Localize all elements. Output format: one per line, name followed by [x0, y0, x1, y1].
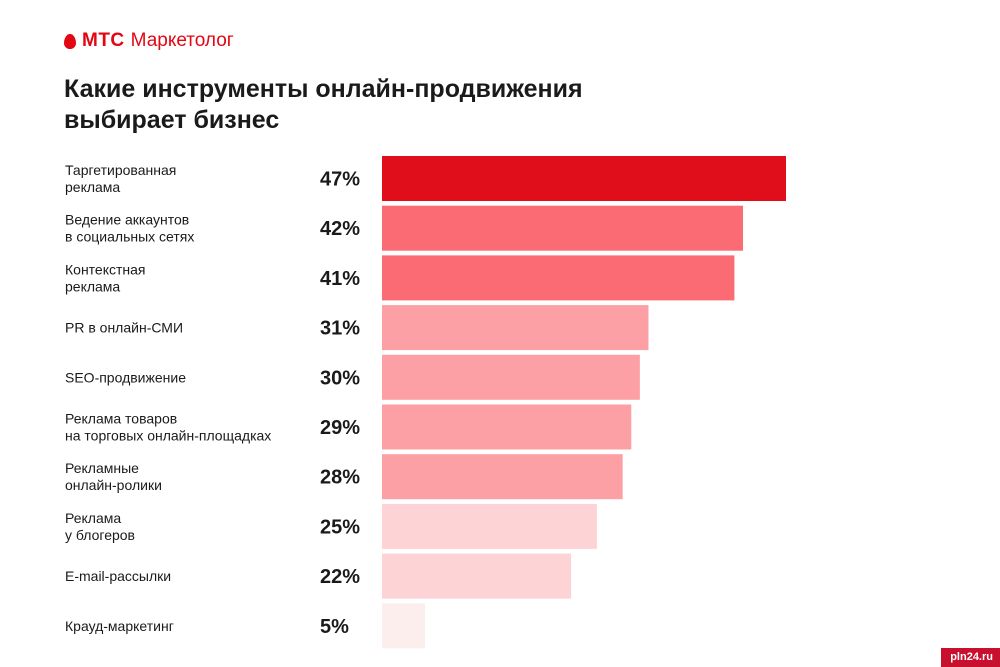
page-title: Какие инструменты онлайн-продвижения выб… — [64, 74, 664, 136]
bar — [382, 553, 572, 599]
value-label: 47% — [320, 169, 360, 191]
category-label: Крауд-маркетинг — [65, 618, 174, 634]
watermark: pln24.ru — [941, 648, 1000, 667]
category-label: Реклама товаров на торговых онлайн-площад… — [65, 411, 271, 444]
title-line-2: выбирает бизнес — [64, 106, 280, 134]
value-label: 31% — [320, 318, 360, 340]
value-label: 41% — [320, 268, 360, 290]
category-label: Реклама у блогеров — [65, 510, 135, 543]
category-label: Ведение аккаунтов в социальных сетях — [65, 212, 194, 245]
value-label: 22% — [320, 566, 360, 588]
category-label: SEO-продвижение — [65, 369, 186, 385]
bar — [382, 603, 425, 649]
bar — [382, 404, 632, 450]
value-label: 28% — [320, 467, 360, 489]
value-label: 30% — [320, 367, 360, 389]
category-label: PR в онлайн-СМИ — [65, 320, 183, 336]
title-line-1: Какие инструменты онлайн-продвижения — [64, 75, 583, 103]
brand-name: МТС — [82, 30, 125, 51]
brand-logo: МТС Маркетолог — [64, 30, 234, 52]
bar — [382, 156, 786, 201]
bar — [382, 205, 744, 251]
bar — [382, 503, 597, 549]
brand-product: Маркетолог — [130, 30, 234, 51]
value-label: 25% — [320, 516, 360, 538]
bar — [382, 255, 735, 301]
value-label: 5% — [320, 616, 349, 638]
mts-drop-icon — [64, 33, 76, 49]
bar — [382, 454, 623, 500]
category-label: Таргетированная реклама — [65, 162, 176, 195]
bar — [382, 305, 649, 351]
bar — [382, 354, 640, 400]
category-label: E-mail-рассылки — [65, 568, 171, 584]
value-label: 42% — [320, 218, 360, 240]
category-label: Рекламные онлайн-ролики — [65, 460, 162, 493]
category-label: Контекстная реклама — [65, 261, 146, 294]
value-label: 29% — [320, 417, 360, 439]
